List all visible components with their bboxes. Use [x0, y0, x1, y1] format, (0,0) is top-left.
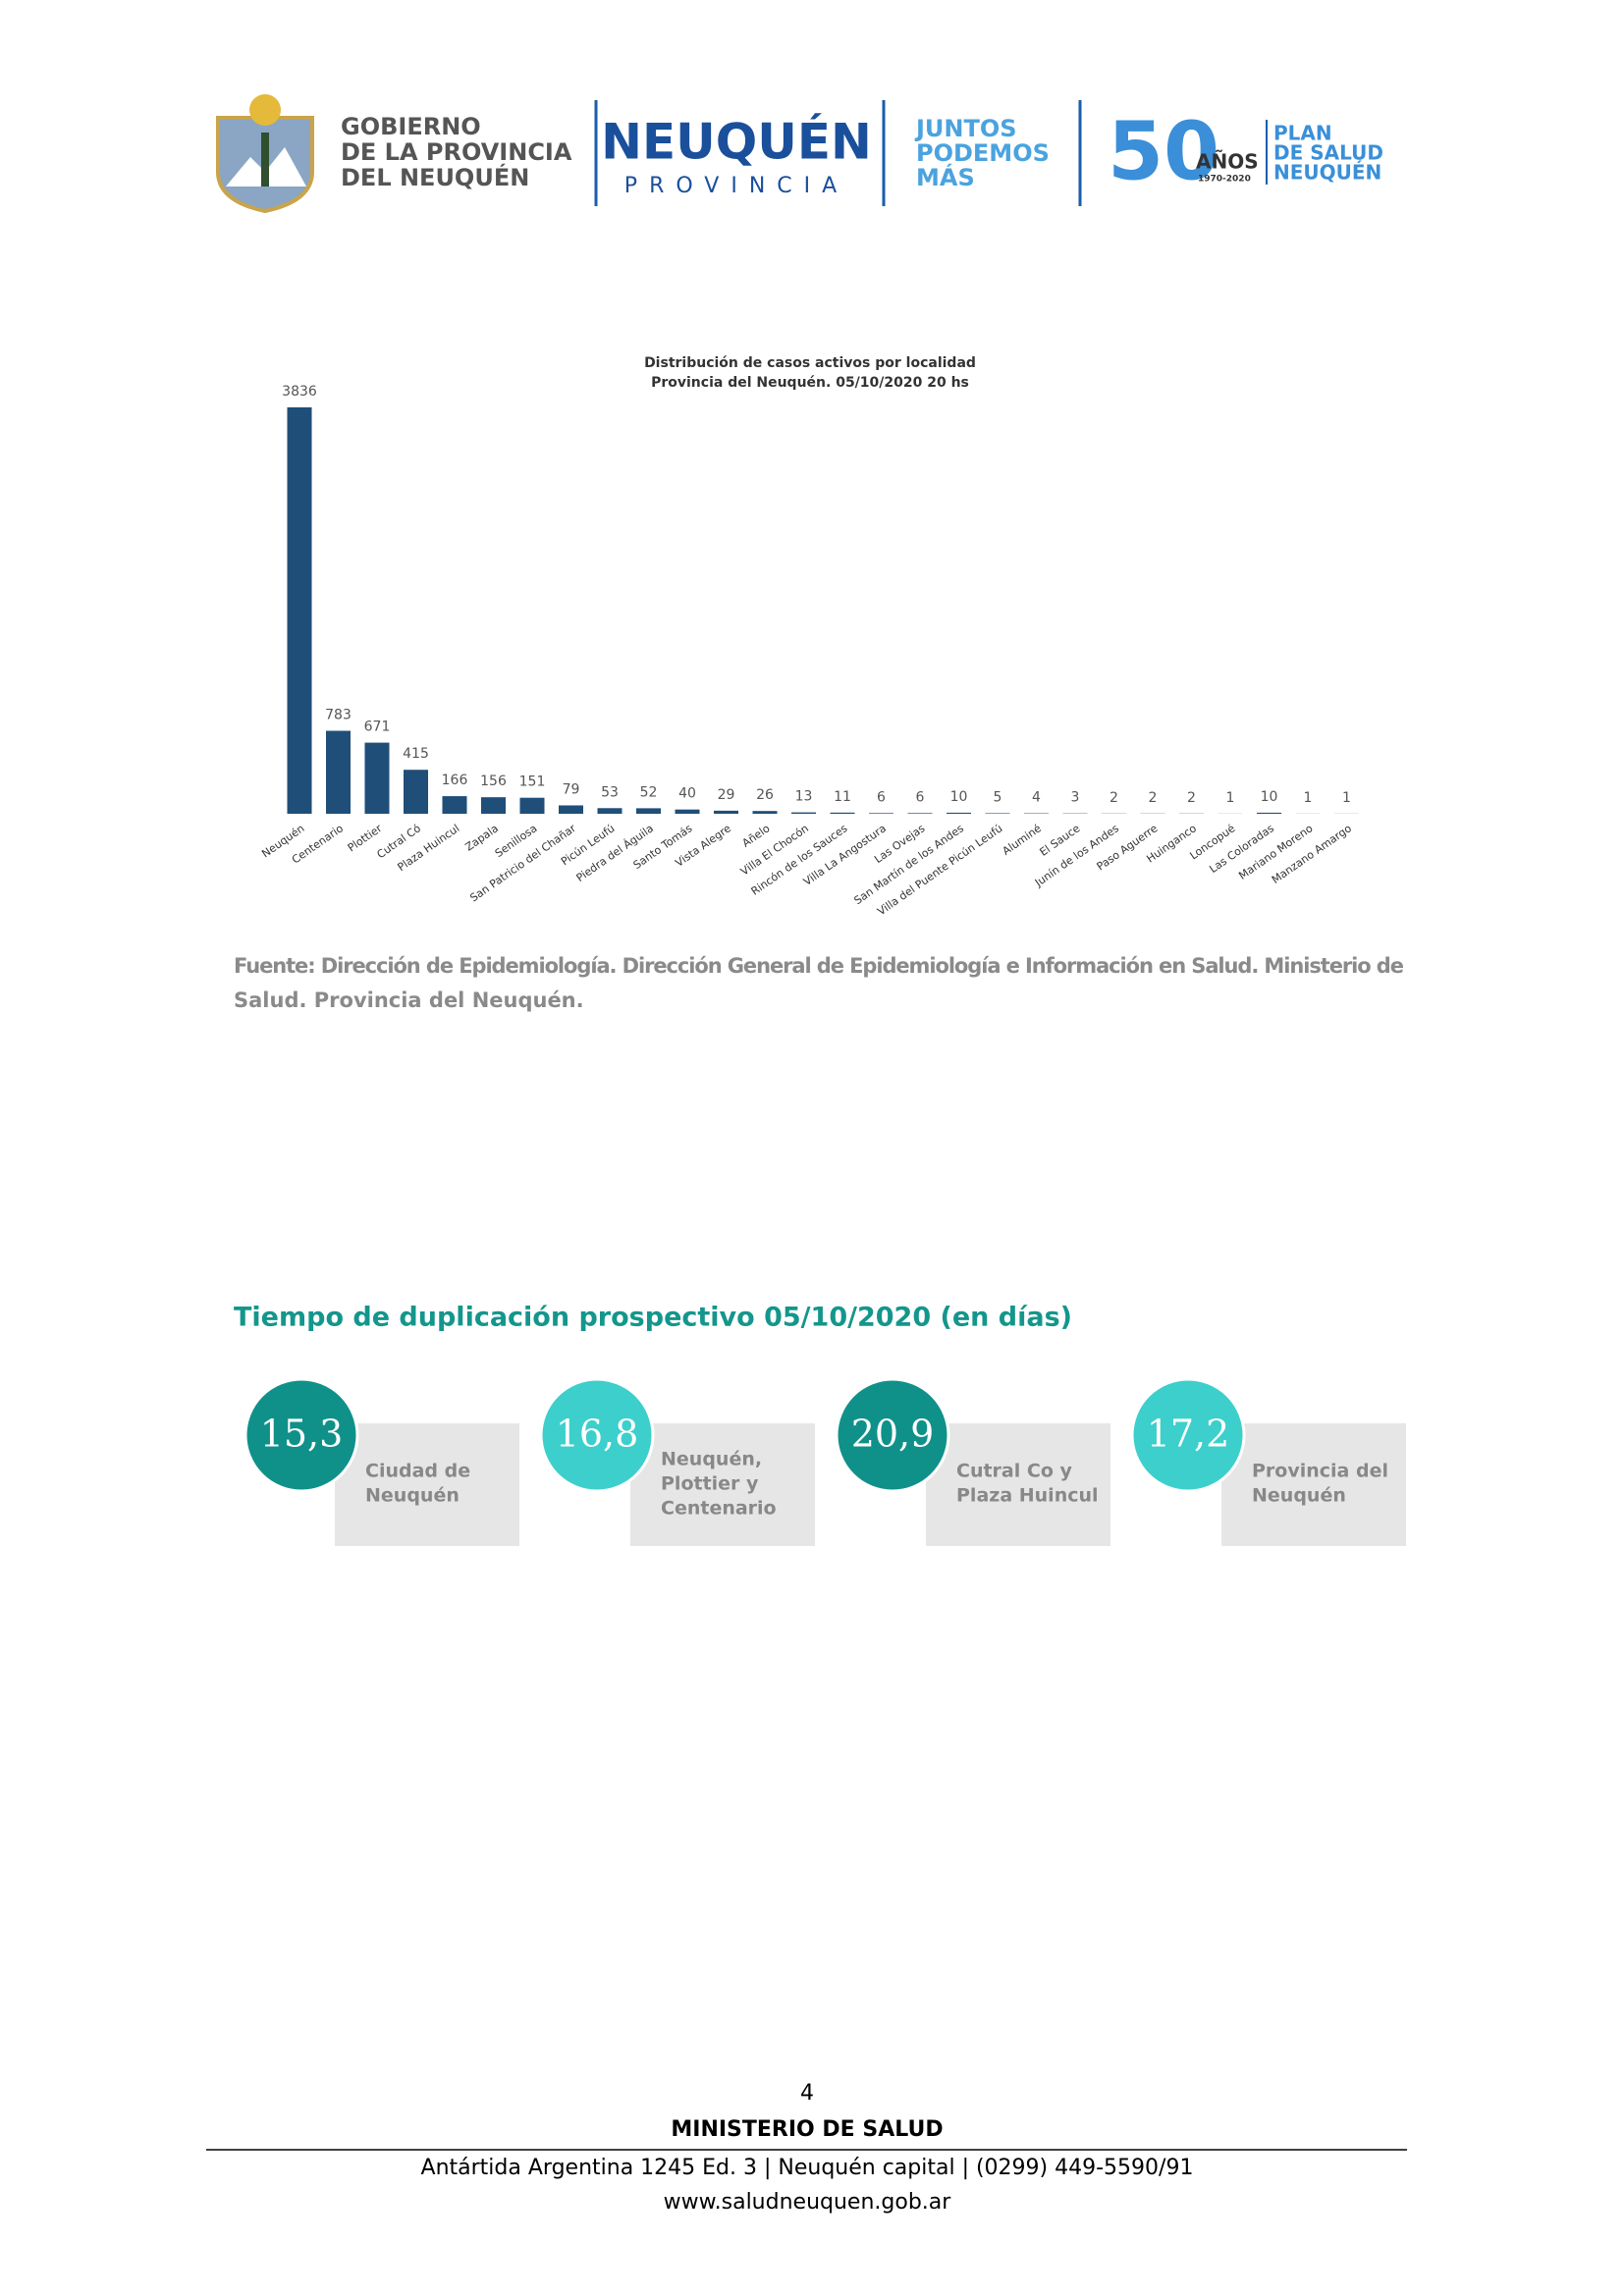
bar: [481, 797, 506, 814]
chart-subtitle: Provincia del Neuquén. 05/10/2020 20 hs: [651, 375, 969, 391]
bar: [364, 742, 390, 814]
bar: [907, 813, 933, 814]
card-label: Neuquén: [365, 1485, 460, 1507]
bar: [675, 809, 700, 814]
card-circle: [244, 1377, 359, 1493]
data-label: 53: [601, 784, 619, 800]
bar: [287, 407, 312, 814]
bar: [597, 808, 623, 814]
data-label: 1: [1226, 790, 1235, 806]
website: www.saludneuquen.gob.ar: [664, 2190, 952, 2215]
bar: [519, 797, 545, 814]
bar: [442, 796, 467, 814]
card-box: [630, 1423, 815, 1546]
brand: NEUQUÉN: [601, 113, 872, 171]
province-shield: [216, 94, 314, 214]
data-label: 3: [1071, 790, 1080, 806]
x-tick-label: Añelo: [740, 822, 773, 850]
gov-name: DEL NEUQUÉN: [341, 163, 529, 191]
x-tick-label: Aluminé: [1001, 822, 1045, 858]
bar: [985, 813, 1010, 814]
card-circle: [539, 1377, 655, 1493]
slogan: PODEMOS: [916, 139, 1050, 167]
bar: [791, 812, 816, 814]
data-label: 156: [480, 774, 507, 789]
bar: [1257, 812, 1281, 814]
gov-name: GOBIERNO: [341, 113, 481, 140]
data-label: 4: [1032, 790, 1041, 806]
bar: [559, 805, 583, 814]
card-circle: [835, 1377, 950, 1493]
data-label: 783: [325, 707, 352, 722]
card-label: Neuquén: [1252, 1485, 1346, 1507]
page-number: 4: [800, 2081, 814, 2106]
data-label: 3836: [282, 384, 317, 400]
bar: [714, 810, 738, 814]
data-label: 29: [718, 787, 735, 803]
card-box: [926, 1423, 1110, 1546]
data-label: 10: [1261, 789, 1278, 805]
card-label: Plottier y: [661, 1473, 759, 1495]
bar: [752, 811, 778, 814]
bar: [869, 813, 893, 814]
card-circle: [1130, 1377, 1246, 1493]
data-label: 671: [364, 720, 391, 735]
data-label: 52: [640, 784, 658, 800]
card-value: 17,2: [1147, 1413, 1230, 1456]
data-label: 1: [1304, 790, 1313, 806]
data-label: 1: [1342, 790, 1351, 806]
card-box: [335, 1423, 519, 1546]
data-label: 13: [795, 789, 813, 805]
data-label: 6: [916, 789, 925, 805]
slogan: JUNTOS: [914, 115, 1017, 142]
card-label: Provincia del: [1252, 1461, 1388, 1482]
data-label: 26: [756, 787, 774, 803]
bar: [404, 770, 428, 814]
card-label: Ciudad de: [365, 1461, 470, 1482]
data-label: 2: [1187, 790, 1196, 806]
data-label: 415: [403, 746, 429, 762]
bar: [326, 730, 351, 814]
data-label: 2: [1110, 790, 1118, 806]
bar: [947, 812, 971, 814]
data-label: 166: [442, 773, 468, 788]
card-label: Centenario: [661, 1498, 777, 1520]
card-value: 15,3: [260, 1413, 344, 1456]
chart-title: Distribución de casos activos por locali…: [644, 355, 976, 371]
anniv-years: 1970-2020: [1198, 175, 1251, 185]
section-title: Tiempo de duplicación prospectivo 05/10/…: [234, 1303, 1072, 1333]
data-label: 10: [950, 789, 968, 805]
data-label: 40: [678, 786, 696, 802]
bar: [830, 812, 855, 814]
address: Antártida Argentina 1245 Ed. 3 | Neuquén…: [421, 2156, 1194, 2180]
plan-name: NEUQUÉN: [1273, 161, 1381, 185]
card-value: 16,8: [556, 1413, 639, 1456]
slogan: MÁS: [916, 163, 975, 191]
plan-name: DE SALUD: [1273, 141, 1383, 165]
data-label: 79: [563, 781, 580, 797]
card-value: 20,9: [851, 1413, 935, 1456]
data-label: 6: [877, 789, 886, 805]
anniv-word: AÑOS: [1196, 150, 1259, 174]
gov-name: DE LA PROVINCIA: [341, 138, 572, 166]
bar: [636, 808, 661, 814]
card-box: [1221, 1423, 1406, 1546]
plan-name: PLAN: [1273, 122, 1332, 145]
data-label: 2: [1149, 790, 1158, 806]
source-text: Salud. Provincia del Neuquén.: [234, 988, 584, 1012]
data-label: 5: [994, 789, 1002, 805]
anniv-number: 50: [1108, 105, 1219, 198]
card-label: Neuquén,: [661, 1449, 762, 1470]
card-label: Plaza Huincul: [956, 1485, 1099, 1507]
card-label: Cutral Co y: [956, 1461, 1072, 1482]
data-label: 11: [834, 789, 851, 805]
brand-sub: PROVINCIA: [624, 174, 848, 198]
data-label: 151: [519, 774, 546, 790]
ministry: MINISTERIO DE SALUD: [671, 2117, 943, 2142]
source-text: Fuente: Dirección de Epidemiología. Dire…: [234, 954, 1404, 978]
